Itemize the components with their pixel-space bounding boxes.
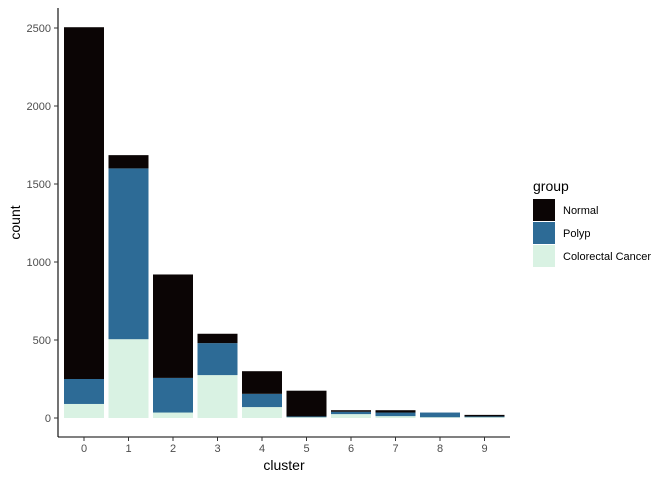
bar-segment-6-normal bbox=[331, 410, 371, 412]
y-tick-label: 1000 bbox=[27, 257, 51, 269]
bar-segment-1-normal bbox=[108, 155, 149, 169]
legend-title: group bbox=[533, 178, 569, 194]
bar-segment-7-colorectal-cancer bbox=[375, 416, 416, 418]
y-tick-label: 0 bbox=[45, 413, 51, 425]
legend-label: Colorectal Cancer bbox=[563, 251, 651, 263]
bar-segment-7-polyp bbox=[375, 412, 416, 417]
bar-segment-9-polyp bbox=[464, 416, 505, 418]
x-tick-label: 6 bbox=[348, 443, 354, 455]
x-tick-label: 9 bbox=[481, 443, 487, 455]
bar-segment-6-polyp bbox=[331, 411, 371, 415]
x-tick-label: 3 bbox=[214, 443, 220, 455]
bar-segment-3-polyp bbox=[197, 343, 238, 376]
bars-layer bbox=[64, 27, 505, 418]
x-axis-ticks: 0 1 2 3 4 5 6 7 8 9 bbox=[81, 437, 488, 455]
x-tick-label: 4 bbox=[259, 443, 265, 455]
bar-segment-2-polyp bbox=[153, 377, 193, 413]
bar-segment-4-colorectal-cancer bbox=[242, 407, 282, 418]
bar-segment-3-normal bbox=[197, 333, 238, 344]
bar-segment-1-colorectal-cancer bbox=[108, 339, 149, 418]
bar-segment-2-normal bbox=[153, 274, 193, 378]
bar-segment-5-colorectal-cancer bbox=[286, 417, 327, 418]
x-tick-label: 0 bbox=[81, 443, 87, 455]
y-tick-label: 1500 bbox=[27, 179, 51, 191]
bar-segment-9-colorectal-cancer bbox=[464, 417, 505, 418]
y-tick-label: 2000 bbox=[27, 101, 51, 113]
x-tick-label: 5 bbox=[303, 443, 309, 455]
bar-segment-4-polyp bbox=[242, 393, 282, 408]
legend-key-normal bbox=[533, 199, 555, 221]
x-tick-label: 2 bbox=[170, 443, 176, 455]
bar-segment-0-colorectal-cancer bbox=[64, 403, 104, 418]
bar-segment-6-colorectal-cancer bbox=[331, 414, 371, 418]
y-tick-label: 500 bbox=[33, 335, 51, 347]
bar-segment-9-normal bbox=[464, 414, 505, 417]
bar-segment-4-normal bbox=[242, 371, 282, 394]
bar-segment-8-polyp bbox=[420, 412, 460, 418]
y-tick-label: 2500 bbox=[27, 23, 51, 35]
bar-segment-2-colorectal-cancer bbox=[153, 412, 193, 418]
bar-segment-5-normal bbox=[286, 390, 327, 417]
bar-segment-8-colorectal-cancer bbox=[420, 417, 460, 418]
x-tick-label: 1 bbox=[125, 443, 131, 455]
bar-segment-0-polyp bbox=[64, 379, 104, 404]
y-axis-title: count bbox=[7, 205, 23, 239]
x-tick-label: 7 bbox=[392, 443, 398, 455]
legend-key-polyp bbox=[533, 222, 555, 244]
bar-segment-5-polyp bbox=[286, 416, 327, 418]
bar-segment-7-normal bbox=[375, 410, 416, 413]
bar-segment-0-normal bbox=[64, 27, 104, 379]
bar-segment-1-polyp bbox=[108, 168, 149, 340]
legend-label: Polyp bbox=[563, 228, 591, 240]
y-axis-ticks: 0 500 1000 1500 2000 2500 bbox=[27, 23, 58, 425]
legend: group Normal Polyp Colorectal Cancer bbox=[533, 178, 651, 267]
bar-segment-3-colorectal-cancer bbox=[197, 375, 238, 418]
x-axis-title: cluster bbox=[263, 457, 305, 473]
legend-key-colorectal-cancer bbox=[533, 245, 555, 267]
x-tick-label: 8 bbox=[437, 443, 443, 455]
legend-label: Normal bbox=[563, 205, 598, 217]
